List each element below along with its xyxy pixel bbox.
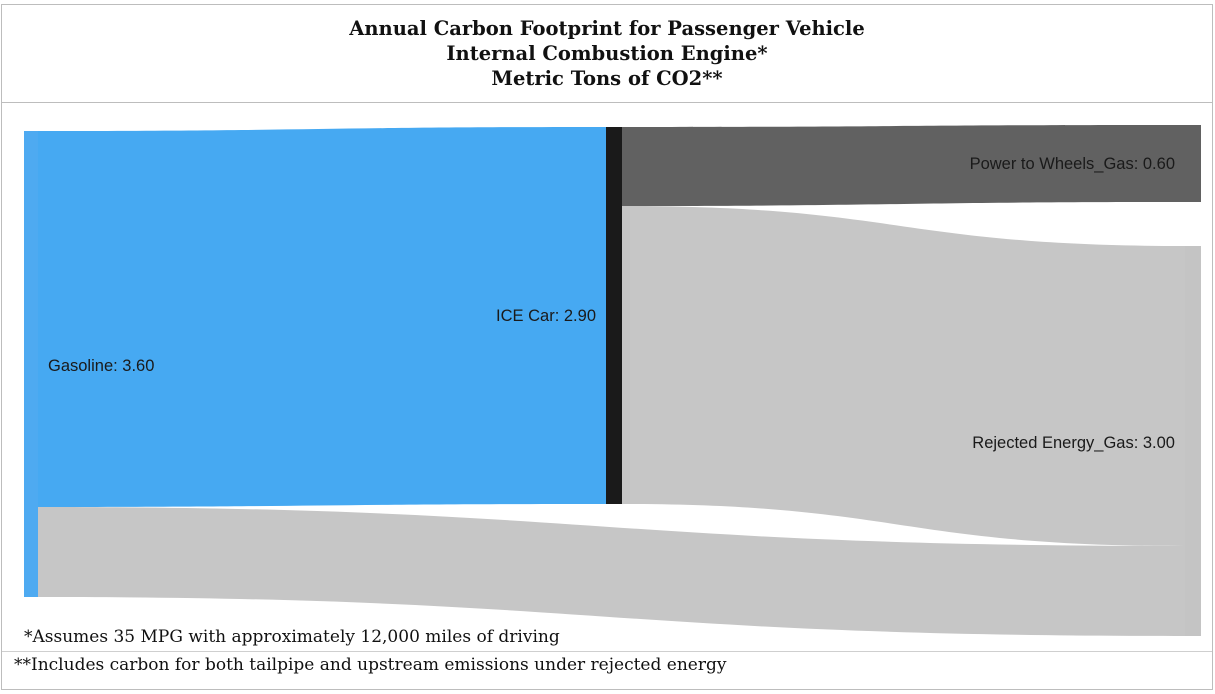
- node-rejected-energy: [1185, 246, 1201, 636]
- footnote-emissions: **Includes carbon for both tailpipe and …: [14, 655, 727, 675]
- link-ice-car-to-rejected-energy: [622, 206, 1185, 546]
- node-power-to-wheels: [1185, 125, 1201, 202]
- link-ice-car-to-power-to-wheels: [622, 125, 1185, 206]
- node-gasoline: [24, 131, 38, 597]
- node-label-gasoline: Gasoline: 3.60: [48, 357, 154, 375]
- title-line-3: Metric Tons of CO2**: [491, 67, 723, 90]
- title-block: Annual Carbon Footprint for Passenger Ve…: [1, 4, 1213, 103]
- link-gasoline-to-ice-car: [38, 127, 606, 507]
- figure-frame: [1, 4, 1213, 690]
- node-label-ice-car: ICE Car: 2.90: [496, 307, 596, 325]
- title-line-1: Annual Carbon Footprint for Passenger Ve…: [349, 17, 865, 40]
- link-gasoline-to-rejected-energy: [38, 507, 1185, 636]
- title-line-2: Internal Combustion Engine*: [446, 42, 768, 65]
- footnote-divider: [2, 651, 1212, 652]
- node-ice-car: [606, 127, 622, 504]
- footnote-mpg: *Assumes 35 MPG with approximately 12,00…: [24, 627, 560, 647]
- node-label-rejected-energy: Rejected Energy_Gas: 3.00: [972, 434, 1175, 452]
- node-label-power-to-wheels: Power to Wheels_Gas: 0.60: [970, 155, 1175, 173]
